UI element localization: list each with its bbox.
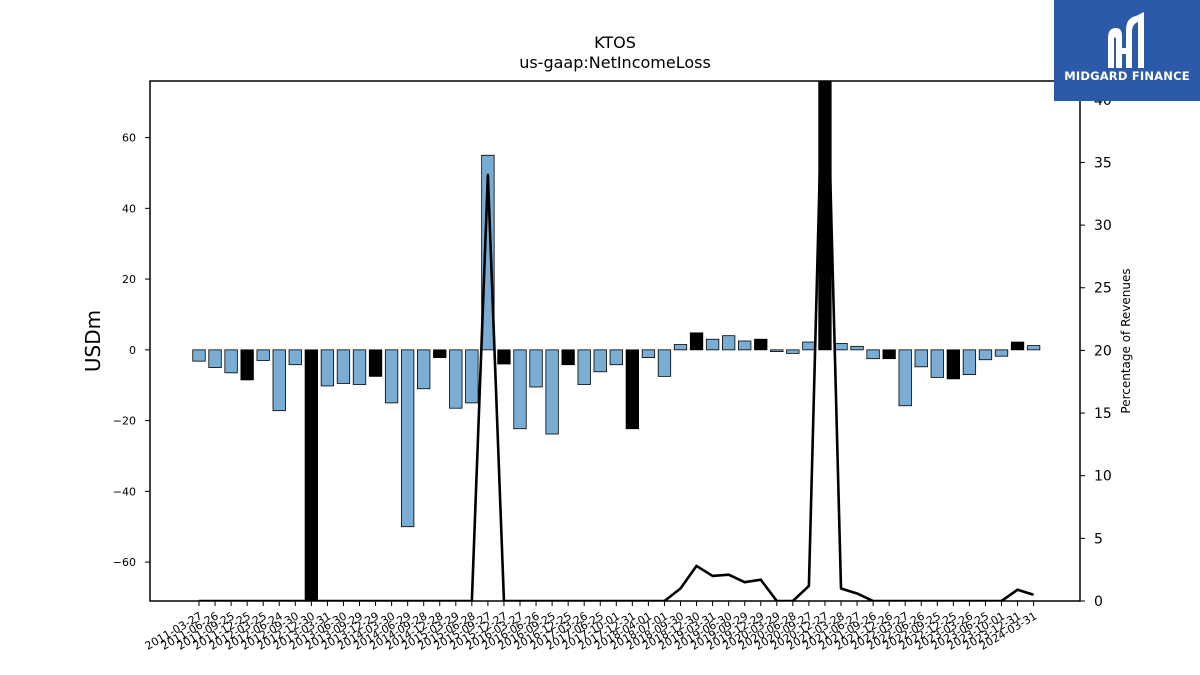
plot-frame	[149, 80, 1081, 602]
bar-31	[689, 332, 704, 351]
axes	[149, 80, 1081, 602]
bar-29	[657, 349, 672, 377]
bar-10	[352, 349, 367, 385]
bar-7	[304, 349, 319, 601]
bar-0	[192, 349, 206, 362]
y2-axis-label: Percentage of Revenues	[1119, 268, 1133, 413]
bar-30	[673, 344, 688, 351]
bar-6	[288, 349, 302, 366]
bar-16	[449, 349, 463, 409]
bar-41	[850, 345, 864, 351]
bar-8	[320, 349, 335, 387]
percentage-line	[199, 81, 1034, 601]
bar-36	[770, 349, 784, 353]
bar-42	[866, 349, 880, 360]
y-ticks: −60 −40 −20 0 20 40 60	[113, 132, 150, 569]
y2-tick-label-4: 20	[1094, 343, 1112, 359]
bar-33	[722, 335, 736, 351]
bar-49	[978, 349, 993, 361]
y-tick-label-5: 40	[122, 202, 136, 215]
bar-9	[336, 349, 351, 384]
bar-43	[882, 349, 896, 360]
y-tick-label-1: −40	[113, 485, 136, 498]
y2-ticks: 0510152025303540	[1080, 93, 1112, 610]
y2-tick-label-1: 5	[1094, 531, 1103, 547]
line-layer	[199, 81, 1034, 601]
x-ticks: 2011-03-272011-06-262011-09-252011-12-25…	[143, 601, 1039, 653]
bar-17	[465, 349, 479, 404]
bar-12	[384, 349, 399, 404]
bar-34	[738, 340, 752, 351]
bar-52	[1026, 345, 1041, 351]
bar-21	[529, 349, 543, 388]
bar-44	[898, 349, 912, 407]
y2-tick-label-3: 15	[1094, 406, 1112, 422]
y2-tick-label-6: 30	[1094, 218, 1112, 234]
bar-11	[368, 349, 383, 377]
bar-4	[256, 349, 270, 361]
y2-tick-label-2: 10	[1094, 469, 1112, 485]
bar-39	[818, 81, 832, 351]
bar-3	[240, 349, 254, 381]
chart-title: KTOS	[594, 33, 636, 52]
bar-13	[400, 349, 415, 528]
bar-19	[497, 349, 511, 365]
bar-38	[802, 341, 816, 351]
bar-15	[433, 349, 447, 359]
y-tick-label-2: −20	[113, 415, 136, 428]
bar-27	[625, 349, 639, 430]
logo-text: MIDGARD FINANCE	[1064, 69, 1190, 83]
bar-2	[224, 349, 238, 374]
bar-5	[272, 349, 286, 412]
bar-51	[1010, 341, 1025, 351]
bar-45	[914, 349, 928, 368]
y-tick-label-6: 60	[122, 132, 136, 145]
bar-25	[593, 349, 607, 373]
bar-46	[930, 349, 944, 378]
bar-50	[994, 349, 1009, 357]
bar-35	[754, 338, 768, 351]
y-tick-label-0: −60	[113, 556, 136, 569]
bar-48	[962, 349, 977, 375]
bar-40	[834, 343, 848, 351]
bar-47	[946, 349, 960, 380]
bar-24	[577, 349, 591, 385]
y-axis-label: USDm	[81, 310, 105, 372]
bar-18	[481, 154, 495, 351]
logo: MIDGARD FINANCE	[1054, 0, 1200, 101]
y-tick-label-4: 20	[122, 273, 136, 286]
bar-23	[561, 349, 575, 366]
y2-tick-label-7: 35	[1094, 155, 1112, 171]
y2-tick-label-5: 25	[1094, 281, 1112, 297]
bar-14	[417, 349, 431, 390]
bars	[192, 81, 1041, 601]
y-tick-label-3: 0	[129, 344, 136, 357]
y2-tick-label-0: 0	[1094, 594, 1103, 610]
logo-mark-icon	[1108, 12, 1144, 68]
bar-37	[786, 349, 800, 354]
bar-32	[705, 338, 720, 351]
bar-28	[641, 349, 656, 359]
chart-subtitle: us-gaap:NetIncomeLoss	[519, 53, 711, 72]
bar-26	[609, 349, 623, 366]
bar-20	[513, 349, 527, 430]
bar-1	[208, 349, 222, 368]
bar-22	[545, 349, 559, 435]
